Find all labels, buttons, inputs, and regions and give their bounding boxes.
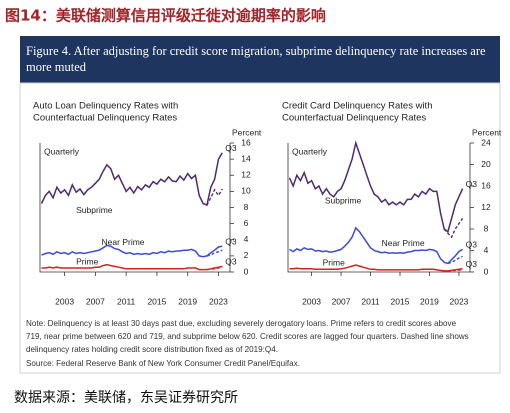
series-label: Near Prime [382, 238, 425, 248]
y-tick-label: 10 [241, 186, 251, 196]
figure-panel [19, 82, 501, 374]
x-tick-label: 2007 [332, 296, 351, 306]
y-tick-label: 16 [241, 137, 251, 147]
x-tick-label: 2011 [361, 296, 380, 306]
note: Note: Delinquency is at least 30 days pa… [26, 319, 457, 328]
end-label: Q3 [225, 143, 237, 153]
chart-title: Counterfactual Delinquency Rates [33, 113, 177, 124]
unit-label: Percent [472, 127, 502, 137]
y-tick-label: 4 [244, 234, 249, 244]
note: delinquency rates holding credit score d… [26, 345, 278, 354]
frequency-label: Quarterly [292, 146, 328, 156]
counterfactual-line [206, 266, 223, 271]
note: Source: Federal Reserve Bank of New York… [26, 359, 300, 368]
frequency-label: Quarterly [44, 146, 80, 156]
series-line [40, 152, 223, 207]
x-tick-label: 2019 [178, 296, 197, 306]
end-label: Q3 [466, 179, 478, 189]
figure-title: Figure 4. After adjusting for credit sco… [26, 44, 486, 58]
series-line [41, 244, 223, 258]
series-label: Prime [76, 257, 98, 267]
x-tick-label: 2015 [147, 296, 166, 306]
y-tick-label: 20 [481, 159, 491, 169]
series-label: Subprime [325, 195, 362, 205]
x-tick-label: 2015 [391, 296, 410, 306]
y-tick-label: 14 [241, 153, 251, 163]
y-tick-label: 16 [481, 180, 491, 190]
unit-label: Percent [232, 127, 262, 137]
x-tick-label: 2011 [117, 296, 136, 306]
series-label: Prime [323, 258, 345, 268]
y-tick-label: 2 [244, 250, 249, 260]
y-tick-label: 8 [484, 223, 489, 233]
counterfactual-line [447, 269, 463, 272]
chart-title: Auto Loan Delinquency Rates with [33, 101, 178, 112]
y-tick-label: 0 [484, 266, 489, 276]
chart-title: Counterfactual Delinquency Rates [282, 113, 426, 124]
end-label: Q3 [466, 259, 478, 269]
x-tick-label: 2003 [302, 296, 321, 306]
figure-title: more muted [26, 60, 87, 74]
series-line [289, 226, 463, 265]
x-tick-label: 2003 [55, 296, 74, 306]
x-tick-label: 2019 [420, 296, 439, 306]
counterfactual-line [206, 188, 223, 206]
y-tick-label: 12 [241, 170, 251, 180]
source: 数据来源：美联储，东吴证券研究所 [14, 390, 238, 406]
end-label: Q3 [466, 240, 478, 250]
header-title: 图14：美联储测算信用评级迁徙对逾期率的影响 [5, 7, 326, 25]
note: 719, near prime between 620 and 719, and… [26, 332, 469, 341]
figure-banner [20, 36, 500, 83]
end-label: Q3 [225, 236, 237, 246]
series-label: Subprime [76, 205, 113, 215]
y-tick-label: 6 [244, 218, 249, 228]
x-tick-label: 2023 [209, 296, 228, 306]
x-tick-label: 2007 [86, 296, 105, 306]
end-label: Q3 [225, 257, 237, 267]
y-tick-label: 0 [244, 266, 249, 276]
y-tick-label: 4 [484, 245, 489, 255]
series-label: Near Prime [102, 237, 145, 247]
counterfactual-line [206, 249, 223, 257]
counterfactual-line [443, 217, 464, 239]
series-line [289, 264, 463, 272]
series-line [41, 263, 223, 271]
y-tick-label: 8 [244, 202, 249, 212]
series-line [288, 140, 464, 233]
y-tick-label: 12 [481, 202, 491, 212]
chart-title: Credit Card Delinquency Rates with [282, 101, 432, 112]
y-tick-label: 24 [481, 137, 491, 147]
counterfactual-line [447, 255, 463, 265]
x-tick-label: 2023 [449, 296, 468, 306]
